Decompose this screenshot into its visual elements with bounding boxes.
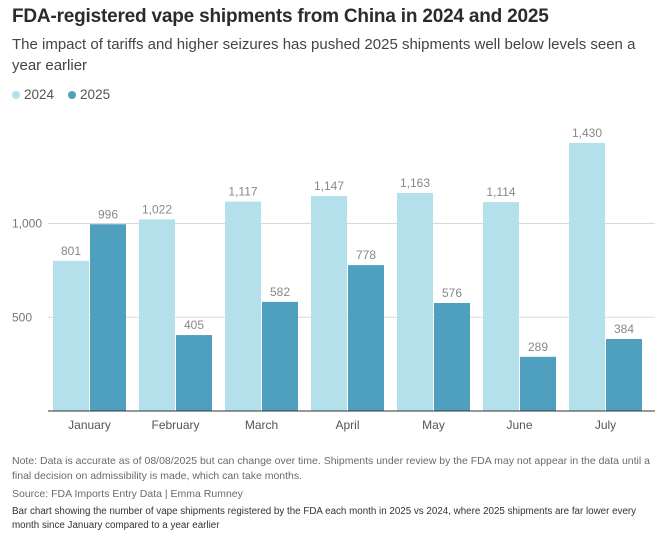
bar-2024-july: [569, 142, 605, 411]
data-label-2025-july: 384: [614, 322, 634, 336]
x-tick-label-january: January: [68, 418, 111, 432]
bar-2025-march: [262, 301, 298, 411]
data-label-2025-april: 778: [356, 248, 376, 262]
data-label-2024-january: 801: [61, 244, 81, 258]
y-tick-label-500: 500: [12, 310, 32, 324]
bar-2025-january: [90, 224, 126, 411]
bar-2025-july: [606, 339, 642, 411]
x-tick-label-april: April: [335, 418, 359, 432]
legend-label-2024: 2024: [24, 87, 55, 102]
legend: 2024 2025: [12, 87, 110, 102]
legend-swatch-2025: [68, 90, 77, 99]
data-label-2025-june: 289: [528, 340, 548, 354]
data-label-2024-july: 1,430: [572, 126, 602, 140]
x-tick-label-may: May: [422, 418, 445, 432]
data-label-2024-june: 1,114: [486, 185, 515, 199]
x-tick-label-february: February: [151, 418, 199, 432]
data-label-2025-january: 996: [98, 207, 118, 221]
x-tick-label-june: June: [506, 418, 532, 432]
x-tick-label-march: March: [245, 418, 278, 432]
bar-2025-june: [520, 356, 556, 411]
bar-2024-april: [311, 195, 347, 411]
bar-2024-january: [53, 260, 89, 411]
chart-caption: Bar chart showing the number of vape shi…: [12, 506, 637, 531]
legend-item-2024: 2024: [12, 87, 54, 102]
legend-label-2025: 2025: [80, 87, 111, 102]
y-tick-label-1000: 1,000: [12, 217, 42, 231]
bar-2025-february: [176, 335, 212, 411]
data-label-2025-february: 405: [184, 318, 204, 332]
chart-title: FDA-registered vape shipments from China…: [12, 6, 549, 27]
data-label-2024-may: 1,163: [400, 176, 430, 190]
data-label-2024-february: 1,022: [142, 202, 172, 216]
data-label-2025-may: 576: [442, 286, 462, 300]
bar-2024-june: [483, 202, 519, 411]
chart-note: Note: Data is accurate as of 08/08/2025 …: [12, 455, 650, 482]
data-label-2025-march: 582: [270, 285, 290, 299]
bar-chart: 500 1,000 801 996 January 1,022 405 February 1,1…: [12, 126, 655, 432]
bar-2024-march: [225, 201, 261, 411]
bar-2025-april: [348, 265, 384, 411]
bar-2025-may: [434, 303, 470, 411]
chart-subtitle: The impact of tariffs and higher seizure…: [12, 36, 636, 74]
chart-source: Source: FDA Imports Entry Data | Emma Ru…: [12, 488, 243, 500]
bar-2024-may: [397, 192, 433, 411]
x-tick-label-july: July: [595, 418, 616, 432]
legend-swatch-2024: [12, 90, 20, 99]
data-label-2024-april: 1,147: [314, 179, 344, 193]
legend-item-2025: 2025: [68, 87, 110, 102]
bar-2024-february: [139, 219, 175, 411]
data-label-2024-march: 1,117: [228, 185, 257, 199]
